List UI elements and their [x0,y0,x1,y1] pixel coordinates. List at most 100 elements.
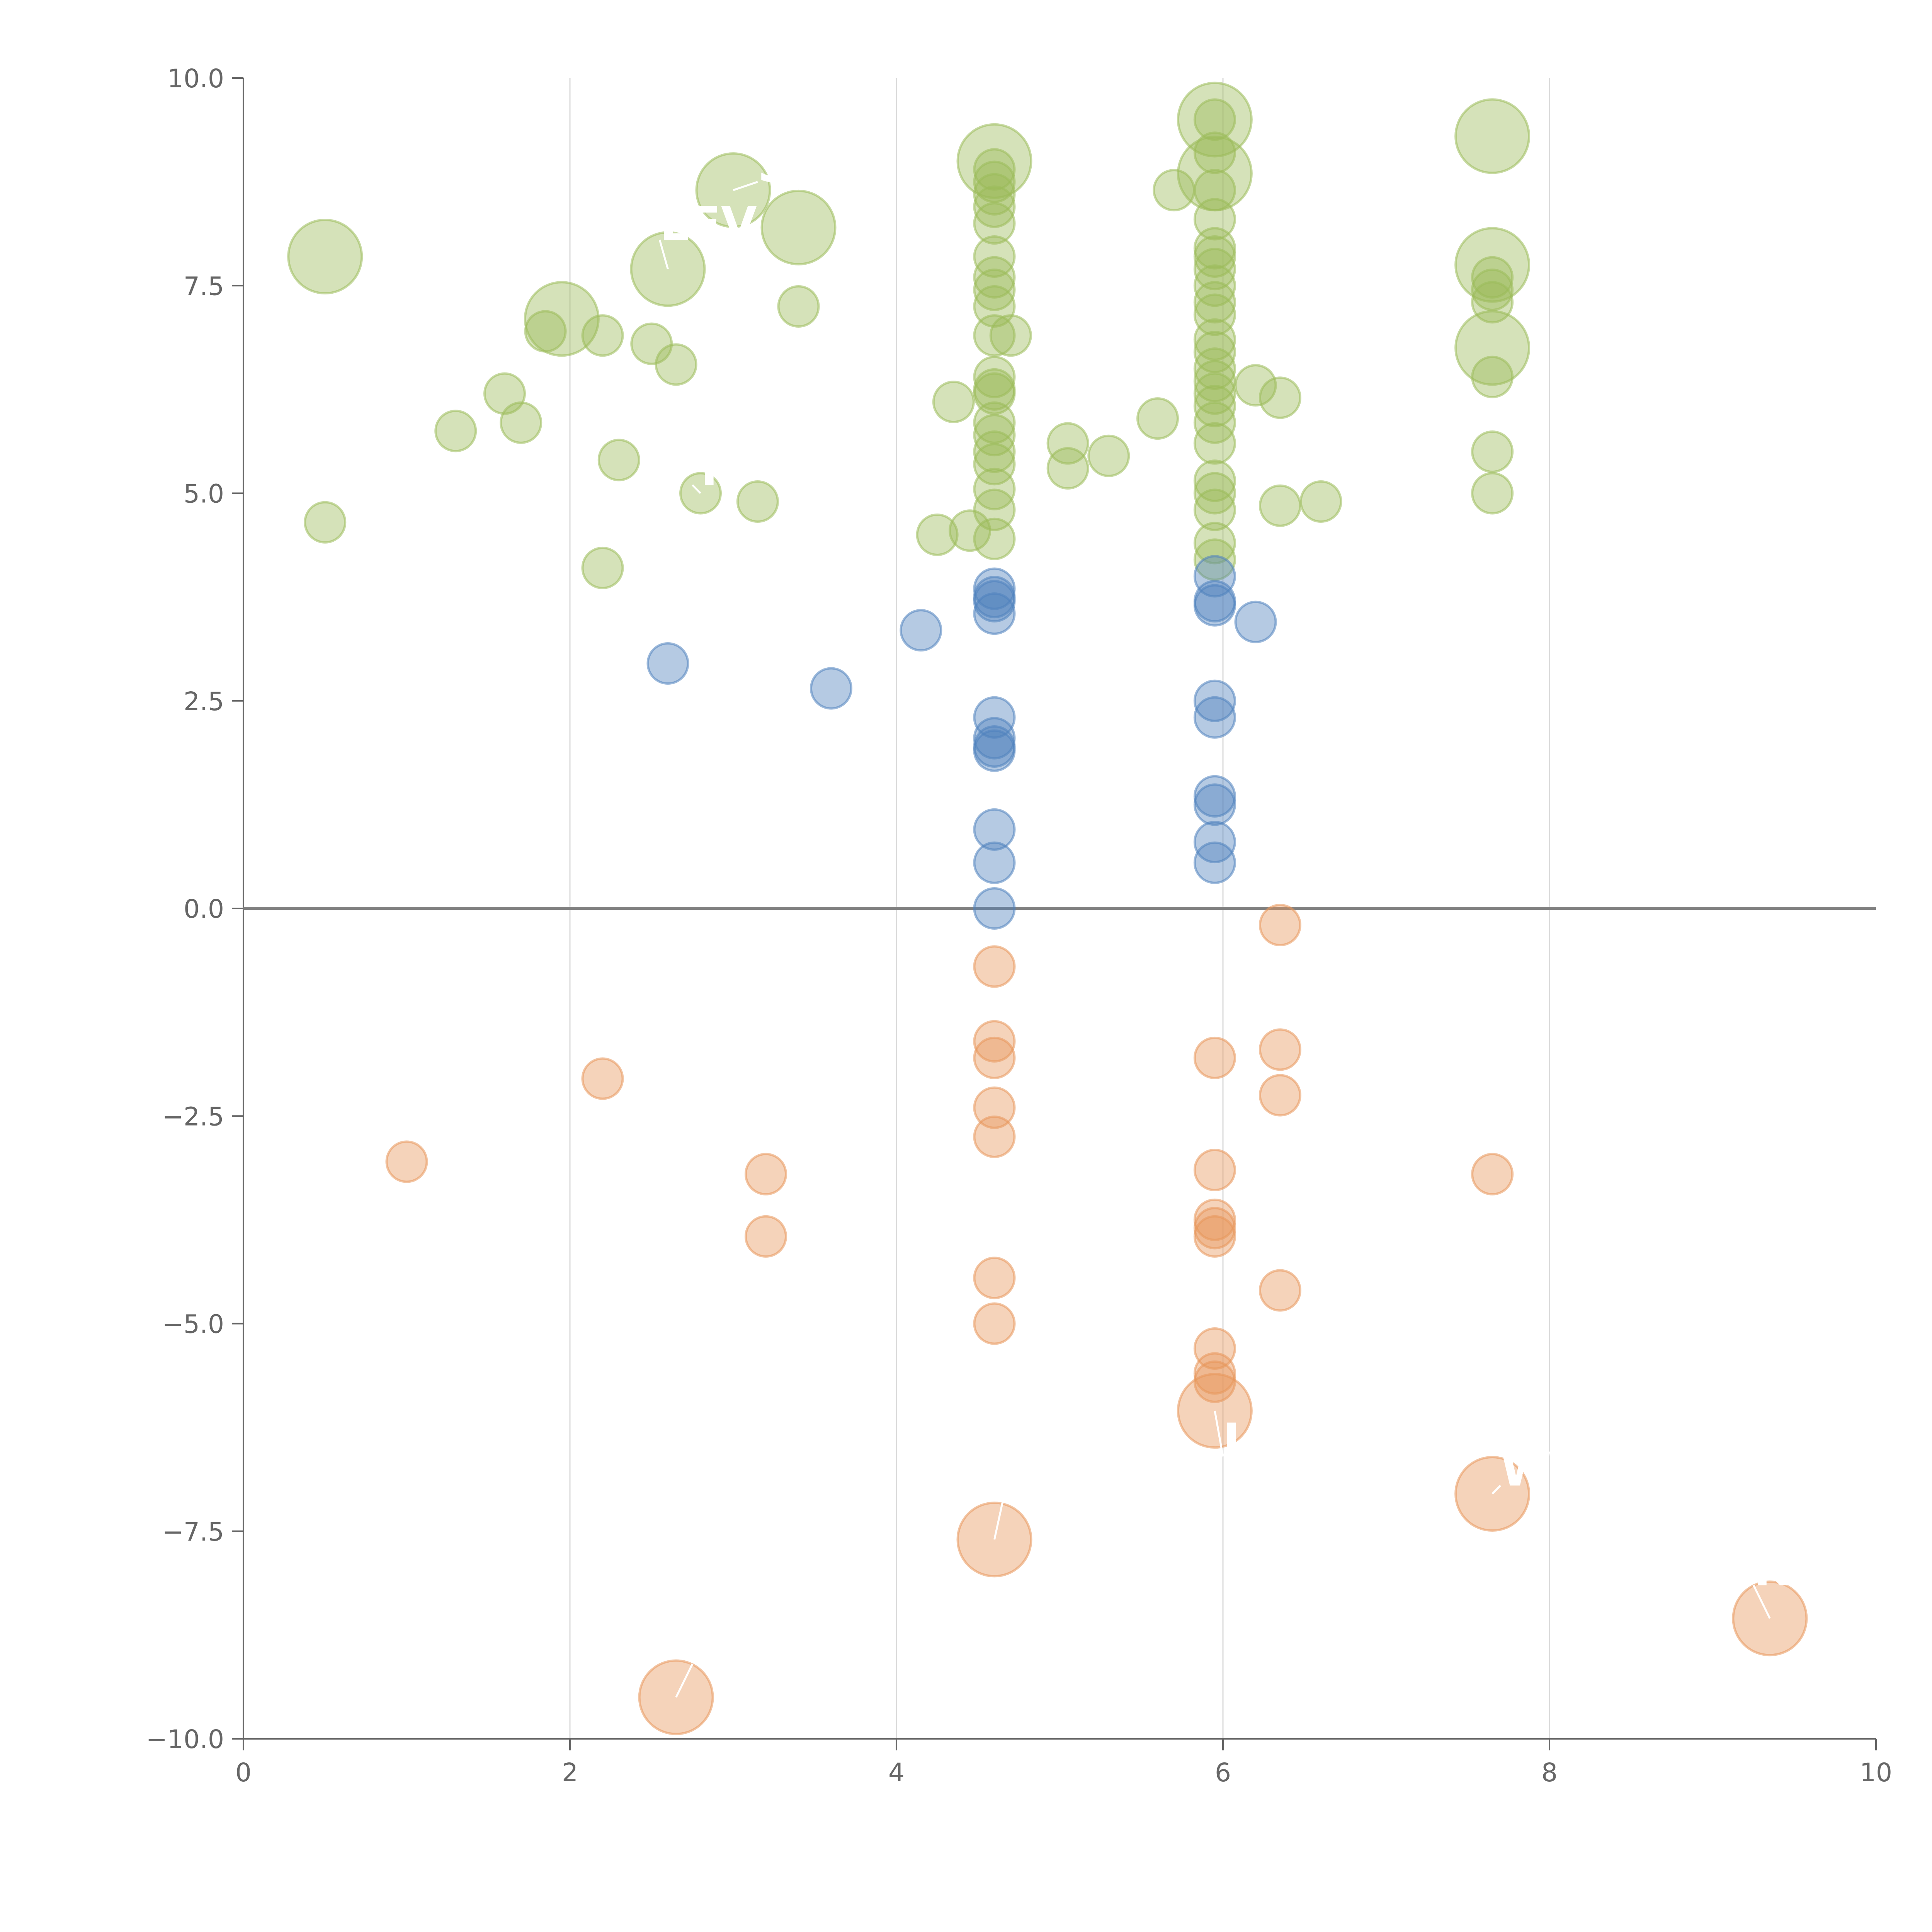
axes [243,78,1876,1740]
green-bubble [1454,98,1531,174]
green-bubble [434,410,477,452]
green-bubble [1136,397,1179,440]
bubble-label-text: Y [692,442,727,496]
green-bubble [1193,538,1236,581]
green-bubble [1193,384,1236,427]
green-bubble [760,189,837,265]
green-bubble [973,401,1016,444]
label-leader-line [1752,1585,1771,1619]
orange-bubble [1193,1148,1236,1191]
green-bubble [973,256,1016,299]
label-leader-line [675,1663,694,1698]
orange-bubble [973,1086,1016,1129]
x-tick-label: 10 [1860,1758,1892,1787]
blue-bubble [973,808,1016,851]
green-bubble [1193,293,1236,336]
green-bubble [304,501,347,544]
label-leader-line [1214,1410,1224,1457]
blue-bubble [973,841,1016,884]
y-tick-label: 2.5 [184,687,224,716]
orange-bubble [973,1020,1016,1063]
blue-bubble [900,609,942,652]
green-bubble [1193,331,1236,374]
data-bubbles [287,82,1808,1735]
x-tick-label: 4 [888,1758,905,1787]
x-tick-label: 6 [1215,1758,1231,1787]
green-bubble [655,343,697,386]
orange-bubble [1193,1327,1236,1370]
green-bubble [973,517,1016,560]
blue-bubble [1193,584,1236,627]
green-bubble [1471,472,1514,515]
green-bubble [597,439,640,481]
y-axis-ticks: −10.0 −7.5 −5.0 −2.5 0.0 2.5 5.0 7.5 10.0 [146,64,243,1754]
green-bubble [1193,372,1236,415]
blue-bubble [973,887,1016,930]
orange-bubble [385,1140,428,1183]
green-bubble [1471,268,1514,311]
bubble-label-text: SC [758,139,825,193]
green-bubble [287,219,363,295]
blue-bubble [1234,600,1277,643]
green-bubble [1193,488,1236,531]
green-bubble [1193,281,1236,324]
orange-bubble [973,1036,1016,1079]
y-tick-label: −10.0 [146,1725,224,1754]
blue-bubble [973,592,1016,635]
bubble-label-text: N [692,1622,731,1675]
label-leader-line [658,240,669,269]
green-bubble [916,513,959,556]
green-bubble [989,314,1032,357]
green-bubble [777,285,820,328]
green-bubble [973,414,1016,457]
orange-bubble [1259,1028,1301,1071]
green-bubble [1234,364,1277,407]
orange-bubble [1193,1036,1236,1079]
green-bubble [1193,522,1236,565]
orange-bubble [581,1057,624,1100]
green-bubble [500,401,543,444]
green-bubble [1087,434,1130,477]
green-bubble [1259,484,1301,527]
blue-bubble [973,729,1016,772]
green-bubble [1193,459,1236,502]
bubble-label-text: I [1223,1414,1240,1468]
green-bubble [973,268,1016,311]
green-bubble [1193,248,1236,291]
green-bubble [1193,347,1236,390]
blue-bubble [1193,783,1236,826]
green-bubble [1193,422,1236,465]
green-bubble [1299,480,1342,523]
blue-bubble [1193,555,1236,598]
green-bubble [581,314,624,357]
green-bubble [1193,131,1236,174]
orange-bubble [973,1115,1016,1158]
blue-bubble [1193,696,1236,739]
green-bubble [736,480,779,523]
green-bubble [1046,422,1089,465]
orange-bubble [973,945,1016,988]
green-bubble [1259,376,1301,419]
green-bubble [1471,430,1514,473]
green-bubble [1193,472,1236,515]
blue-bubble [810,667,852,710]
green-bubble [1046,447,1089,490]
orange-bubble [1193,1215,1236,1258]
orange-bubble [1259,1269,1301,1312]
green-bubble [973,430,1016,473]
bubble-label-text: WC [1500,1443,1585,1497]
label-leader-line [1492,1485,1502,1495]
y-tick-label: 10.0 [167,64,224,94]
green-bubble [524,281,600,357]
green-bubble [973,443,1016,486]
y-tick-label: 0.0 [184,894,224,924]
green-bubble [973,185,1016,228]
orange-bubble [745,1215,787,1258]
blue-bubble [973,580,1016,622]
orange-bubble [1259,903,1301,946]
green-bubble [1193,318,1236,361]
x-tick-label: 8 [1541,1758,1558,1787]
green-bubble [1193,235,1236,278]
